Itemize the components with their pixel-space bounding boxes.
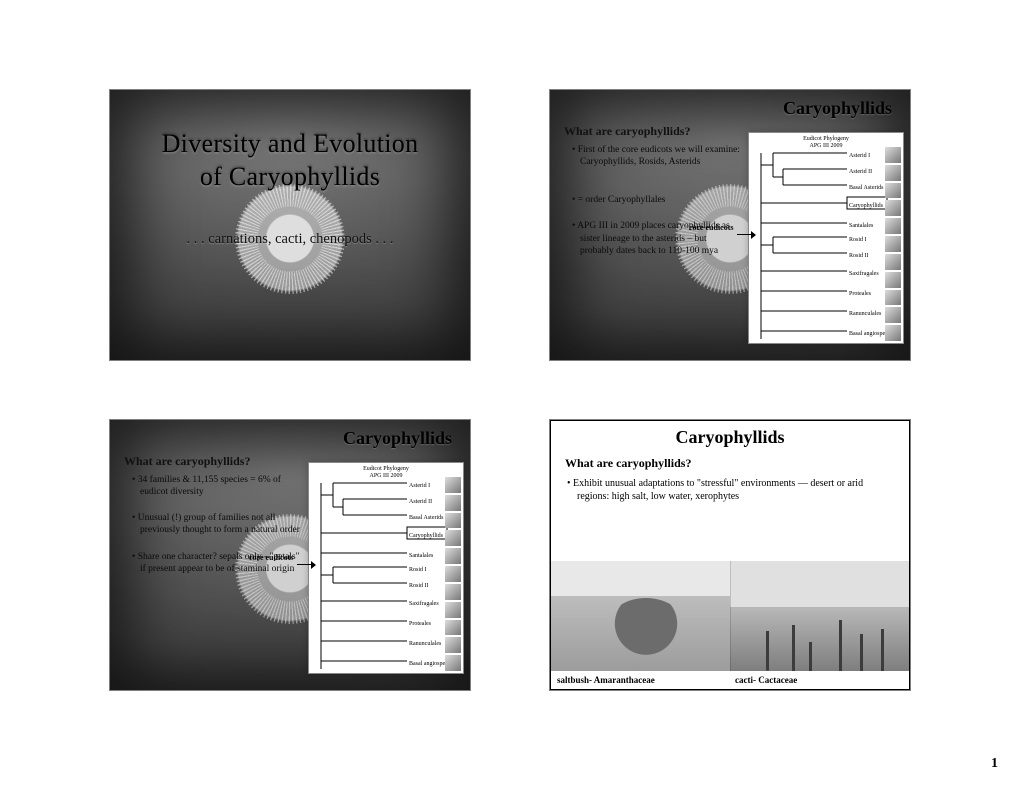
svg-text:Asterid II: Asterid II (409, 499, 432, 505)
title-line-1: Diversity and Evolution (162, 128, 419, 161)
bullet: = order Caryophyllales (572, 194, 742, 206)
bullet: First of the core eudicots we will exami… (572, 144, 742, 168)
slide-heading: Caryophyllids (783, 98, 892, 119)
slide-3: Caryophyllids What are caryophyllids? 34… (110, 420, 470, 690)
phylo-thumbs (445, 477, 461, 671)
slide-heading: Caryophyllids (551, 421, 909, 448)
svg-text:Santalales: Santalales (409, 553, 434, 559)
bullets: First of the core eudicots we will exami… (572, 144, 742, 271)
leaf: Rosid II (849, 253, 869, 259)
core-eudicots-label: core eudicots (689, 223, 734, 232)
leaf: Proteales (849, 291, 872, 297)
phylo-sub: APG III 2009 (751, 143, 901, 150)
page-number: 1 (991, 756, 998, 772)
leaf: Asterid II (849, 169, 872, 175)
bullet: 34 families & 11,155 species = 6% of eud… (132, 474, 302, 498)
leaf: Caryophyllids (849, 203, 884, 209)
photo-strip (551, 561, 909, 671)
svg-text:Rosid II: Rosid II (409, 583, 429, 589)
photo-cacti (730, 561, 910, 671)
slide-subhead: What are caryophyllids? (124, 454, 250, 469)
title-block: Diversity and Evolution of Caryophyllids… (110, 90, 470, 360)
svg-text:Ranunculales: Ranunculales (409, 641, 442, 647)
svg-text:Basal Asterids: Basal Asterids (409, 515, 444, 521)
leaf: Ranunculales (849, 311, 882, 317)
phylo-title: Eudicot Phylogeny (311, 466, 461, 473)
leaf: Basal Asterids (849, 185, 884, 191)
phylo-title: Eudicot Phylogeny (751, 136, 901, 143)
phylo-head: Eudicot Phylogeny APG III 2009 (309, 463, 463, 479)
core-eudicots-label: core eudicots (249, 553, 294, 562)
slide-2: Caryophyllids What are caryophyllids? Fi… (550, 90, 910, 360)
title-line-2: of Caryophyllids (200, 161, 380, 194)
core-text: core eudicots (689, 223, 734, 232)
slide-subhead: What are caryophyllids? (551, 448, 909, 471)
phylogeny-diagram: Eudicot Phylogeny APG III 2009 (748, 132, 904, 344)
leaf: Rosid I (849, 237, 867, 243)
svg-text:Caryophyllids: Caryophyllids (409, 533, 444, 539)
phylo-head: Eudicot Phylogeny APG III 2009 (749, 133, 903, 149)
caption-row: saltbush- Amaranthaceae cacti- Cactaceae (551, 671, 909, 689)
bullet: Exhibit unusual adaptations to "stressfu… (551, 471, 909, 503)
photo-saltbush (551, 561, 730, 671)
arrow-line (737, 234, 751, 235)
caption-right: cacti- Cactaceae (725, 675, 903, 685)
leaf: Asterid I (849, 153, 870, 159)
handout-page: Diversity and Evolution of Caryophyllids… (0, 0, 1020, 788)
slide-heading: Caryophyllids (343, 428, 452, 449)
caption-left: saltbush- Amaranthaceae (557, 675, 725, 685)
leaf: Saxifragales (849, 270, 879, 277)
slide-subhead: What are caryophyllids? (564, 124, 690, 139)
slide-4: Caryophyllids What are caryophyllids? Ex… (550, 420, 910, 690)
phylo-thumbs (885, 147, 901, 341)
subtitle: . . . carnations, cacti, chenopods . . . (187, 231, 394, 248)
core-text: core eudicots (249, 553, 294, 562)
phylogeny-diagram: Eudicot Phylogeny APG III 2009 (308, 462, 464, 674)
svg-text:Saxifragales: Saxifragales (409, 600, 439, 607)
arrow-line (297, 564, 311, 565)
phylo-sub: APG III 2009 (311, 473, 461, 480)
bullet: Unusual (!) group of families not all pr… (132, 512, 302, 536)
bullets: 34 families & 11,155 species = 6% of eud… (132, 474, 302, 589)
svg-text:Rosid I: Rosid I (409, 567, 427, 573)
svg-text:Proteales: Proteales (409, 621, 432, 627)
svg-text:Asterid I: Asterid I (409, 483, 430, 489)
slide-grid: Diversity and Evolution of Caryophyllids… (110, 90, 910, 690)
leaf: Santalales (849, 223, 874, 229)
slide-1: Diversity and Evolution of Caryophyllids… (110, 90, 470, 360)
tree-svg: Asterid I Asterid II Basal Asterids Cary… (309, 479, 465, 674)
tree-svg: Asterid I Asterid II Basal Asterids Cary… (749, 149, 905, 344)
